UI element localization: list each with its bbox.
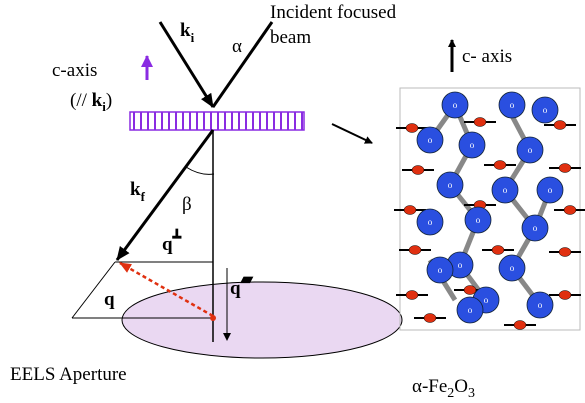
fe-atom <box>514 321 526 330</box>
diagram: o o o o o o o o o o o o o o o o o o ki α Incident focused… <box>0 0 585 403</box>
atom-label: o <box>538 300 543 310</box>
atom-label: o <box>470 140 475 150</box>
fe-atom <box>409 246 421 255</box>
fe-atom <box>406 291 418 300</box>
c-axis-label: c- axis <box>462 46 512 67</box>
atom-label: o <box>510 100 515 110</box>
atom-label: o <box>453 100 458 110</box>
atom-label: o <box>448 180 453 190</box>
atom-label: o <box>428 135 433 145</box>
atom-label: o <box>438 265 443 275</box>
k-scattered: kf <box>130 179 146 204</box>
c-axis-label: c-axis <box>52 60 97 81</box>
beam-label: Incident focused <box>270 2 397 23</box>
alpha-angle: α <box>232 36 242 57</box>
atom-label: o <box>458 260 463 270</box>
incident-beam <box>213 22 272 107</box>
fe-atom <box>412 166 424 175</box>
crystal: o o o o o o o o o o o o o o o o o o <box>394 92 585 330</box>
atom-label: o <box>484 295 489 305</box>
fe-atom <box>404 206 416 215</box>
pointer-arrow <box>332 124 372 143</box>
fe-atom <box>464 286 476 295</box>
fe-atom <box>559 291 571 300</box>
fe-atom <box>406 124 418 133</box>
k-incident: ki <box>180 20 195 45</box>
q-label: q <box>104 289 115 310</box>
fe-atom <box>554 121 566 130</box>
fe-atom <box>559 164 571 173</box>
fe-atom <box>559 248 571 257</box>
aperture-ellipse <box>122 282 402 358</box>
atom-label: o <box>533 223 538 233</box>
atom-label: o <box>528 145 533 155</box>
fe-atom <box>492 246 504 255</box>
atom-label: o <box>548 185 553 195</box>
atom-label: o <box>428 217 433 227</box>
beta-angle: β <box>182 194 192 215</box>
atom-label: o <box>503 185 508 195</box>
atom-label: o <box>543 105 548 115</box>
beam-label: beam <box>270 27 311 48</box>
q-perp: q┻ <box>162 228 182 255</box>
angle-arc <box>186 167 214 174</box>
sample <box>130 112 304 130</box>
c-axis-note: (// ki) <box>70 90 112 114</box>
atom-label: o <box>476 215 481 225</box>
formula: α-Fe2O3 <box>412 376 475 401</box>
fe-atom <box>564 206 576 215</box>
q-origin <box>210 315 216 321</box>
fe-atom <box>474 118 486 127</box>
atom-label: o <box>468 305 473 315</box>
fe-atom <box>494 161 506 170</box>
fe-atom <box>424 314 436 323</box>
atom-label: o <box>510 263 515 273</box>
aperture-label: EELS Aperture <box>10 364 127 385</box>
